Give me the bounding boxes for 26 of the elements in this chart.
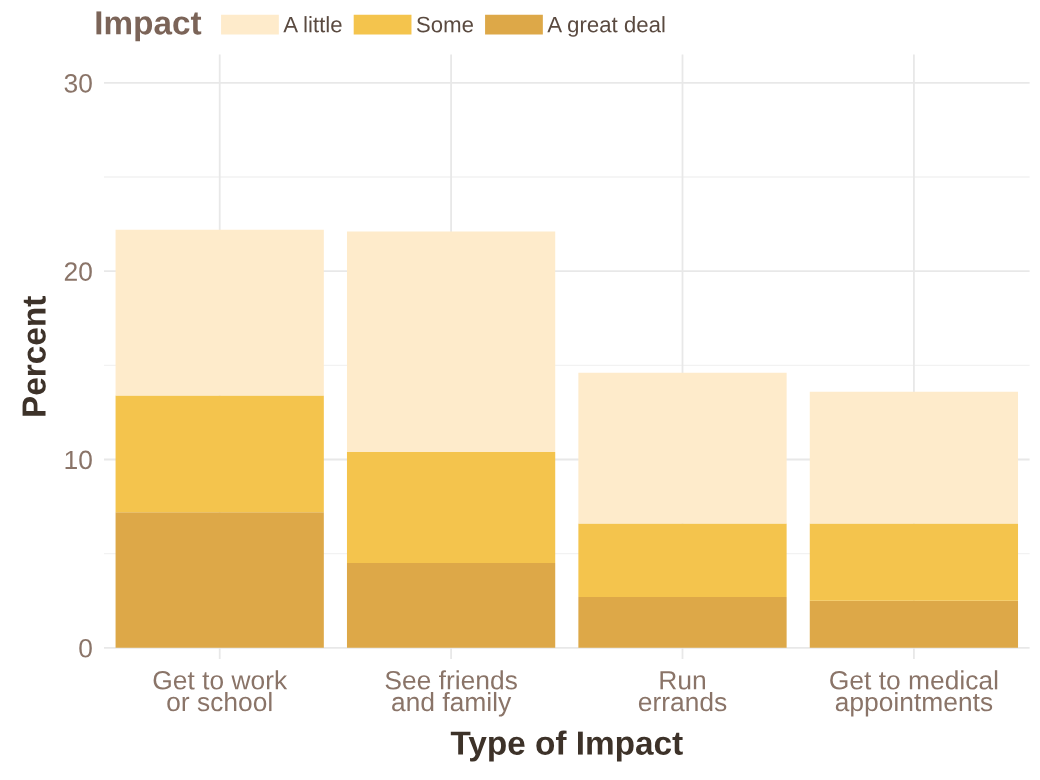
- legend-label: A little: [283, 16, 342, 33]
- y-tick-label: 30: [64, 73, 92, 93]
- x-axis-title: Type of Impact: [450, 730, 683, 762]
- x-tick-label: See friends and family: [385, 670, 517, 717]
- x-tick-label: Get to work or school: [153, 670, 288, 712]
- y-tick-label: 20: [64, 262, 92, 281]
- bar: [578, 372, 787, 524]
- bar: [346, 563, 556, 648]
- bar: [809, 391, 1019, 524]
- bar: [578, 523, 787, 597]
- bar: [346, 451, 556, 564]
- bar: [809, 600, 1019, 648]
- x-tick-label: Get to medical appointments: [830, 670, 998, 717]
- legend-label: A great deal: [547, 16, 665, 37]
- bar: [115, 229, 324, 396]
- y-tick-label: 10: [65, 450, 92, 470]
- bar: [346, 231, 556, 452]
- y-tick-label: 0: [79, 638, 92, 658]
- bar: [115, 512, 324, 648]
- bar: [809, 523, 1019, 601]
- y-axis-title: Percent: [22, 296, 46, 416]
- bar: [578, 596, 787, 648]
- x-tick-label: Run errands: [638, 671, 727, 712]
- legend-label: Some: [416, 16, 473, 33]
- bar: [115, 395, 324, 513]
- legend-title: Impact: [96, 11, 202, 42]
